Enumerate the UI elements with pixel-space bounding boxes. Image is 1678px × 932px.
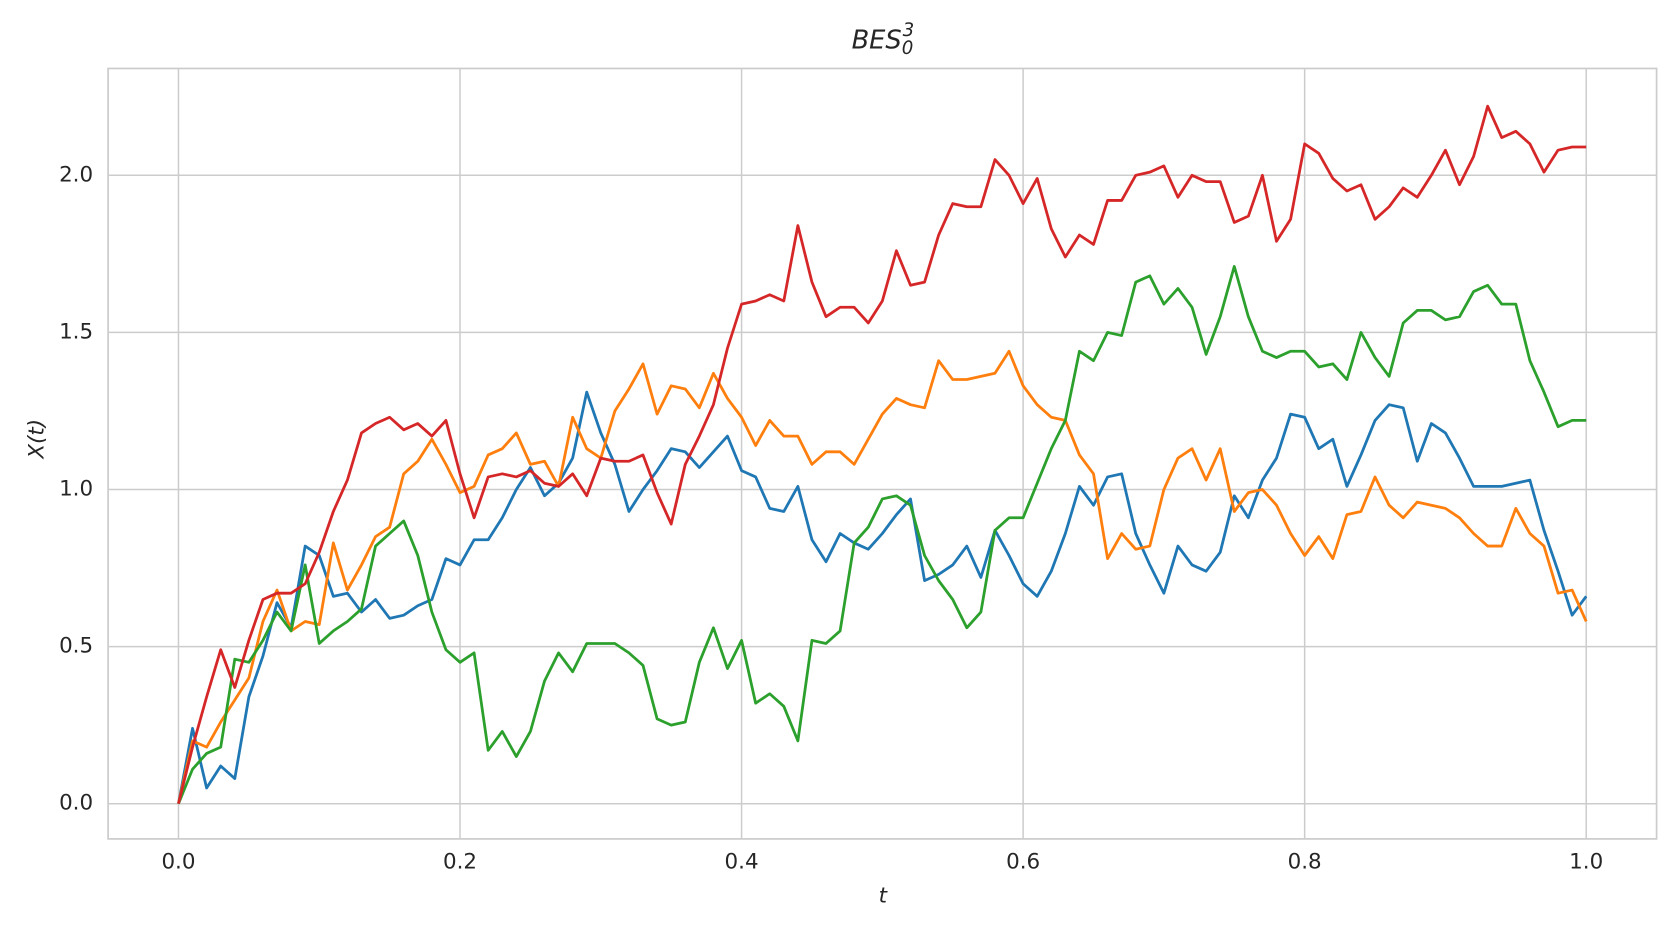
x-axis-label: t xyxy=(879,884,889,909)
x-tick-label: 0.4 xyxy=(725,849,759,874)
data-line xyxy=(177,349,1588,805)
plot-frame xyxy=(107,67,1658,840)
title-base: BES xyxy=(852,25,902,55)
x-tick-label: 0.6 xyxy=(1006,849,1040,874)
x-tick-label: 1.0 xyxy=(1569,849,1603,874)
chart-title: BES03 xyxy=(852,20,915,59)
data-line xyxy=(177,390,1588,804)
data-line xyxy=(177,265,1587,805)
y-tick-label: 2.0 xyxy=(59,162,93,187)
y-tick-label: 0.5 xyxy=(59,634,93,659)
title-sub: 0 xyxy=(902,38,914,59)
x-tick-label: 0.8 xyxy=(1288,849,1322,874)
x-tick-label: 0.0 xyxy=(161,849,195,874)
y-tick-label: 1.0 xyxy=(59,477,93,502)
y-tick-label: 0.0 xyxy=(59,791,93,816)
data-line xyxy=(177,104,1587,805)
x-tick-label: 0.2 xyxy=(443,849,477,874)
title-sup: 3 xyxy=(903,20,915,41)
y-tick-label: 1.5 xyxy=(59,319,93,344)
y-axis-label: X(t) xyxy=(24,419,49,460)
